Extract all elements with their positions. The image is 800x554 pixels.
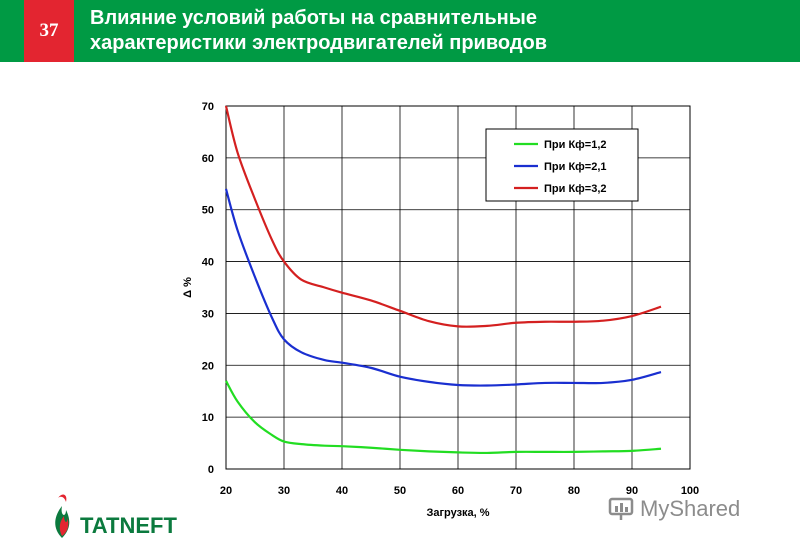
- x-tick-label: 90: [626, 485, 638, 497]
- x-tick-label: 70: [510, 485, 522, 497]
- legend-label-1: При Кф=1,2: [544, 139, 607, 151]
- slide-header: 37 Влияние условий работы на сравнительн…: [0, 0, 800, 62]
- series-line-1: [225, 380, 662, 455]
- y-tick-label: 30: [202, 308, 214, 320]
- y-tick-label: 70: [202, 101, 214, 113]
- legend-label-3: При Кф=3,2: [544, 183, 607, 195]
- x-tick-label: 30: [278, 485, 290, 497]
- x-tick-label: 50: [394, 485, 406, 497]
- x-tick-label: 20: [220, 485, 232, 497]
- y-tick-label: 50: [202, 205, 214, 217]
- watermark: MyShared: [608, 494, 778, 524]
- y-axis-label: Δ %: [182, 277, 194, 298]
- flame-logo-icon: [55, 494, 70, 538]
- x-tick-label: 60: [452, 485, 464, 497]
- y-tick-label: 10: [202, 412, 214, 424]
- tatneft-logo-text: TATNEFT: [80, 513, 177, 538]
- y-tick-label: 0: [208, 464, 214, 476]
- legend-box: [485, 128, 639, 202]
- x-tick-label: 80: [568, 485, 580, 497]
- slide-number-badge: 37: [24, 0, 74, 62]
- legend-label-2: При Кф=2,1: [544, 161, 607, 173]
- x-axis-label: Загрузка, %: [426, 507, 489, 519]
- series-line-2: [224, 188, 662, 387]
- slide-title-line2: характеристики электродвигателей приводо…: [90, 32, 548, 54]
- x-tick-label: 100: [681, 485, 699, 497]
- x-tick-label: 40: [336, 485, 348, 497]
- slide-title-line1: Влияние условий работы на сравнительные: [90, 7, 537, 29]
- y-tick-label: 60: [202, 153, 214, 165]
- presentation-board-icon: [608, 497, 634, 520]
- watermark-text: MyShared: [640, 496, 741, 521]
- y-tick-label: 40: [202, 257, 214, 269]
- slide-title: Влияние условий работы на сравнительные …: [90, 6, 790, 56]
- y-tick-label: 20: [202, 360, 214, 372]
- series-line-3: [224, 105, 662, 328]
- slide-number: 37: [39, 20, 59, 41]
